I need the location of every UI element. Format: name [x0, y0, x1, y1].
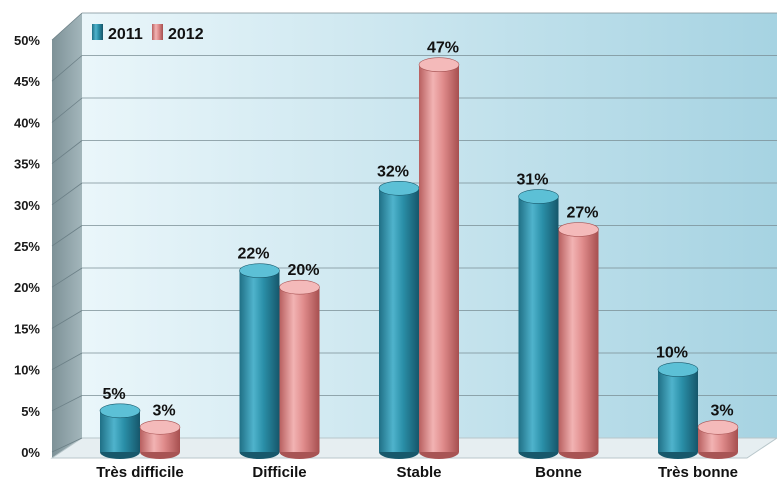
- data-label: 20%: [287, 262, 319, 279]
- side-gridline: [51, 182, 83, 206]
- bar-2012-3: [558, 222, 599, 459]
- side-gridline: [51, 12, 83, 41]
- data-label: 5%: [102, 386, 125, 403]
- legend-label-2012: 2012: [168, 26, 204, 43]
- data-label: 3%: [710, 402, 733, 419]
- data-label: 27%: [566, 205, 598, 222]
- side-gridline: [51, 395, 83, 412]
- category-labels: Très difficile Difficile Stable Bonne Très b…: [96, 464, 738, 481]
- category-label: Bonne: [535, 464, 582, 481]
- bar-2011-0: [99, 403, 141, 459]
- bar-2011-2: [378, 181, 420, 459]
- y-tick-label: 10%: [14, 363, 40, 378]
- y-tick-label: 35%: [14, 157, 40, 172]
- bar-2012-0: [139, 419, 181, 459]
- y-tick-label: 50%: [14, 33, 40, 48]
- category-label: Stable: [396, 464, 441, 481]
- data-label: 31%: [516, 172, 548, 189]
- data-label: 10%: [656, 345, 688, 362]
- legend-swatch-2012: [152, 24, 163, 40]
- bar-2011-1: [239, 263, 280, 459]
- y-tick-label: 45%: [14, 74, 40, 89]
- bar-2012-2: [418, 57, 460, 459]
- y-tick-label: 15%: [14, 321, 40, 336]
- y-tick-label: 40%: [14, 115, 40, 130]
- side-gridline: [51, 225, 83, 247]
- y-tick-label: 5%: [21, 404, 40, 419]
- data-label: 47%: [427, 40, 459, 57]
- bar-2011-4: [657, 362, 699, 459]
- side-gridline: [51, 437, 83, 453]
- side-gridline: [51, 310, 83, 329]
- data-label: 3%: [152, 402, 175, 419]
- y-tick-label: 30%: [14, 198, 40, 213]
- bars: [99, 57, 739, 459]
- legend-swatch-2011: [92, 24, 103, 40]
- bar-2011-3: [518, 189, 559, 459]
- side-gridline: [51, 97, 83, 123]
- side-gridline: [51, 267, 83, 288]
- category-label: Difficile: [252, 464, 306, 481]
- side-gridline: [51, 140, 83, 164]
- category-label: Très difficile: [96, 464, 184, 481]
- bar-2012-4: [697, 419, 739, 459]
- y-tick-label: 25%: [14, 239, 40, 254]
- side-gridline: [51, 55, 83, 82]
- y-tick-label: 0%: [21, 445, 40, 460]
- category-label: Très bonne: [658, 464, 738, 481]
- side-gridline: [51, 352, 83, 370]
- data-label: 22%: [237, 246, 269, 263]
- data-label: 32%: [377, 163, 409, 180]
- legend: 2011 2012: [92, 24, 204, 43]
- data-labels: 5% 3% 22% 20% 32% 47% 31% 27% 10% 3%: [102, 40, 733, 420]
- y-tick-label: 20%: [14, 280, 40, 295]
- bar-2012-1: [279, 279, 320, 459]
- y-axis-ticks: 0% 5% 10% 15% 20% 25% 30% 35% 40% 45% 50%: [14, 33, 40, 460]
- legend-label-2011: 2011: [108, 26, 143, 43]
